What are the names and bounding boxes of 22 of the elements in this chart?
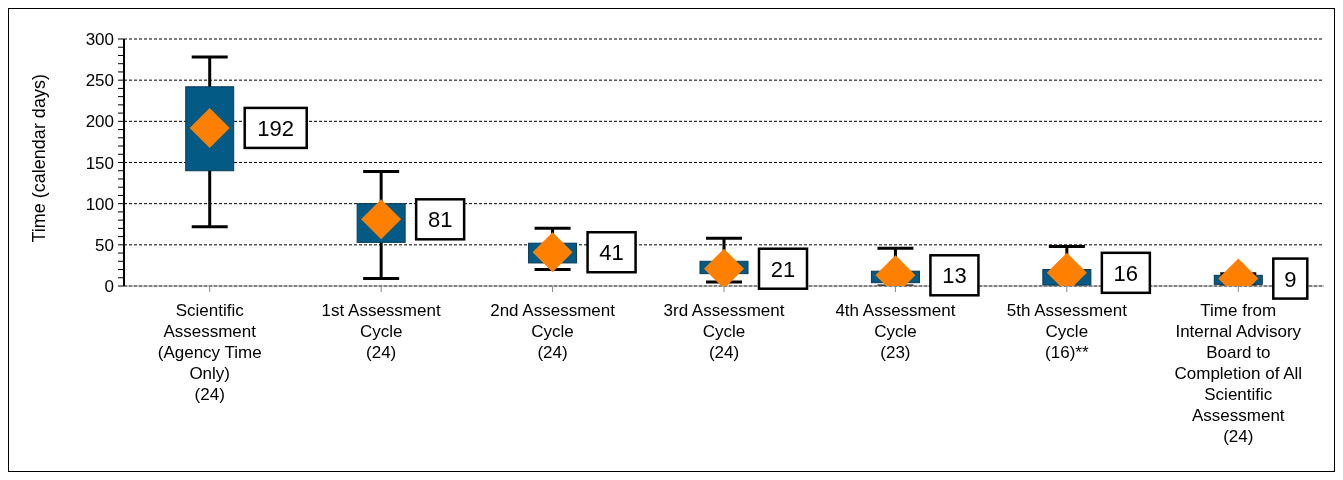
x-tick-label: 1st Assessment Cycle (24) xyxy=(321,301,441,362)
x-tick-label: Time from Internal Advisory Board to Completion of All Scientific Assessment (24) xyxy=(1174,301,1303,446)
y-tick-label: 50 xyxy=(95,235,114,255)
x-tick-label: 2nd Assessment Cycle (24) xyxy=(490,301,616,362)
data-label: 9 xyxy=(1284,266,1297,292)
data-label: 16 xyxy=(1113,260,1139,286)
data-label: 41 xyxy=(599,240,624,266)
y-tick-label: 300 xyxy=(85,30,114,49)
x-tick-label: 3rd Assessment Cycle (24) xyxy=(663,301,785,362)
x-tick-label: 4th Assessment Cycle (23) xyxy=(835,301,956,362)
y-tick-label: 100 xyxy=(85,194,114,214)
y-tick-label: 0 xyxy=(104,277,114,296)
y-axis-title: Time (calendar days) xyxy=(29,74,50,243)
x-tick-label: Scientific Assessment (Agency Time Only) (24) xyxy=(157,301,262,404)
y-tick-label: 150 xyxy=(85,153,114,173)
x-tick-label: 5th Assessment Cycle (16)** xyxy=(1006,301,1128,362)
data-label: 13 xyxy=(942,263,967,289)
data-label: 21 xyxy=(770,256,796,282)
y-tick-label: 200 xyxy=(85,112,114,132)
data-label: 81 xyxy=(427,207,453,233)
y-tick-label: 250 xyxy=(85,71,114,91)
data-label: 192 xyxy=(257,115,295,141)
